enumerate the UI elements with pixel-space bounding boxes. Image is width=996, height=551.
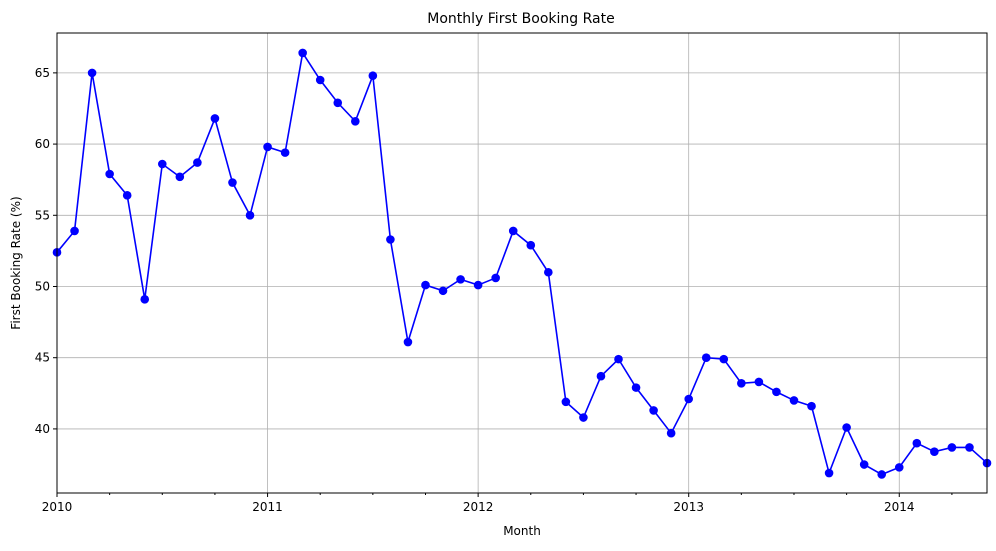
- data-point: [351, 116, 360, 126]
- data-point: [175, 172, 185, 182]
- data-point: [684, 394, 693, 404]
- plot-frame: [56, 32, 988, 494]
- data-point: [877, 470, 887, 479]
- data-point: [122, 191, 132, 200]
- data-point: [473, 280, 483, 290]
- data-point: [263, 142, 272, 152]
- data-point: [193, 158, 202, 167]
- data-point: [824, 468, 834, 478]
- data-point: [894, 463, 904, 472]
- data-point: [508, 226, 518, 236]
- data-point: [228, 178, 237, 187]
- y-tick-label: 45: [35, 351, 50, 365]
- data-point: [87, 68, 97, 78]
- data-point: [298, 48, 307, 58]
- data-point: [526, 240, 536, 250]
- axes: 40 45 50 55 60 65 2010 2011 2012 2013 2014: [35, 66, 953, 514]
- data-point: [596, 371, 606, 381]
- data-point: [614, 354, 623, 364]
- data-point: [842, 423, 851, 432]
- y-tick-label: 65: [35, 66, 50, 80]
- data-point: [157, 159, 167, 169]
- y-tick-label: 60: [35, 137, 50, 151]
- grid: [56, 33, 987, 493]
- data-point: [368, 71, 378, 81]
- x-tick-label: 2013: [673, 500, 704, 514]
- series-line: [56, 50, 988, 476]
- data-point: [649, 406, 658, 415]
- data-point: [421, 280, 430, 290]
- data-point: [772, 387, 781, 397]
- data-point: [333, 98, 343, 108]
- data-point: [280, 148, 290, 157]
- data-point: [912, 438, 922, 448]
- data-point: [561, 397, 571, 407]
- data-point: [70, 226, 79, 236]
- x-tick-label: 2014: [884, 500, 915, 514]
- data-point: [105, 169, 114, 179]
- data-point: [544, 267, 553, 277]
- data-point: [386, 235, 395, 244]
- x-tick-label: 2012: [463, 500, 494, 514]
- data-point: [737, 379, 746, 388]
- x-tick-label: 2011: [252, 500, 283, 514]
- data-point: [701, 353, 711, 363]
- data-point: [245, 210, 255, 220]
- y-tick-label: 40: [35, 422, 50, 436]
- data-point: [491, 273, 500, 283]
- data-point: [965, 443, 974, 452]
- data-point: [631, 383, 641, 392]
- data-point: [438, 286, 448, 296]
- data-point: [859, 460, 869, 469]
- x-axis-label: Month: [503, 524, 541, 538]
- series-layer: [52, 48, 992, 479]
- data-point: [789, 396, 799, 405]
- y-tick-label: 50: [35, 279, 50, 293]
- y-axis-label: First Booking Rate (%): [9, 196, 23, 329]
- x-tick-label: 2010: [42, 500, 73, 514]
- data-point: [579, 413, 588, 422]
- data-point: [807, 401, 816, 411]
- data-point: [754, 377, 764, 387]
- data-point: [947, 443, 957, 452]
- data-point: [719, 354, 729, 364]
- data-point: [666, 428, 676, 438]
- y-tick-label: 55: [35, 208, 50, 222]
- data-point: [140, 295, 150, 304]
- data-point: [930, 447, 939, 456]
- data-point: [456, 275, 465, 284]
- chart-title: Monthly First Booking Rate: [427, 11, 614, 27]
- data-point: [210, 114, 220, 123]
- data-point: [315, 75, 325, 85]
- data-point: [403, 337, 413, 347]
